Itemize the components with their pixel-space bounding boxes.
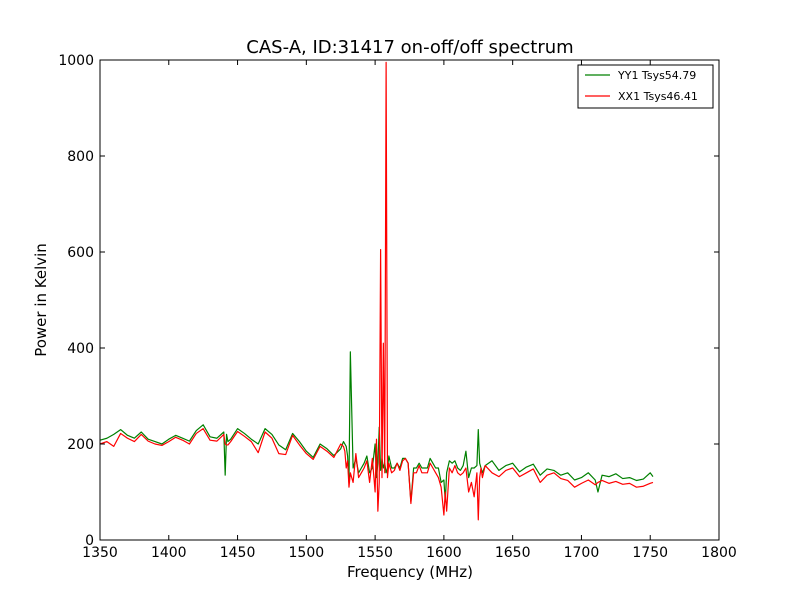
plot-frame <box>99 59 720 541</box>
x-tick-label: 1600 <box>426 545 462 561</box>
series-line-xx1 <box>99 61 654 521</box>
plot-background <box>100 60 719 540</box>
ticks-layer: 1350 1400 1450 1500 1550 1600 1650 1700 1750 1800… <box>58 53 736 561</box>
x-tick-label: 1550 <box>357 545 393 561</box>
x-axis-label: Frequency (MHz) <box>347 563 473 581</box>
x-tick-label: 1800 <box>701 545 737 561</box>
y-tick-label: 200 <box>67 437 94 453</box>
series-line-yy1 <box>99 351 654 503</box>
y-tick-label: 0 <box>85 533 94 549</box>
x-tick-label: 1450 <box>220 545 256 561</box>
plot-area: 1350 1400 1450 1500 1550 1600 1650 1700 1750 1800… <box>58 53 736 561</box>
x-tick-label: 1350 <box>82 545 118 561</box>
legend-label-yy1: YY1 Tsys54.79 <box>617 69 696 82</box>
y-tick-label: 1000 <box>58 53 94 69</box>
x-tick-label: 1500 <box>289 545 325 561</box>
y-tick-label: 600 <box>67 245 94 261</box>
legend-label-xx1: XX1 Tsys46.41 <box>618 90 698 103</box>
y-axis-label: Power in Kelvin <box>32 243 50 357</box>
x-tick-label: 1700 <box>564 545 600 561</box>
legend-box <box>577 64 714 109</box>
x-tick-label: 1750 <box>632 545 668 561</box>
y-tick-label: 800 <box>67 149 94 165</box>
series-layer <box>99 61 654 521</box>
y-tick-label: 400 <box>67 341 94 357</box>
x-tick-label: 1650 <box>495 545 531 561</box>
legend: YY1 Tsys54.79 XX1 Tsys46.41 <box>577 64 714 109</box>
x-tick-label: 1400 <box>151 545 187 561</box>
chart-title: CAS-A, ID:31417 on-off/off spectrum <box>246 37 573 58</box>
